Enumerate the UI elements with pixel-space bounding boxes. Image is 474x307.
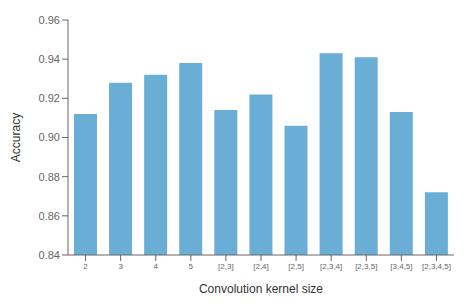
svg-text:0.94: 0.94 xyxy=(39,53,60,65)
svg-text:0.90: 0.90 xyxy=(39,131,60,143)
svg-text:0.92: 0.92 xyxy=(39,92,60,104)
svg-text:0.96: 0.96 xyxy=(39,14,60,26)
svg-text:0.86: 0.86 xyxy=(39,210,60,222)
svg-text:Accuracy: Accuracy xyxy=(9,113,23,162)
svg-text:5: 5 xyxy=(189,262,194,271)
svg-text:[2,3,4]: [2,3,4] xyxy=(320,262,342,271)
svg-text:[2,3,4,5]: [2,3,4,5] xyxy=(422,262,451,271)
svg-text:[2,3]: [2,3] xyxy=(218,262,234,271)
svg-text:2: 2 xyxy=(83,262,88,271)
svg-text:4: 4 xyxy=(154,262,159,271)
svg-text:[2,3,5]: [2,3,5] xyxy=(355,262,377,271)
svg-text:[3,4,5]: [3,4,5] xyxy=(390,262,412,271)
svg-text:3: 3 xyxy=(118,262,123,271)
svg-text:[2,5]: [2,5] xyxy=(288,262,304,271)
svg-text:[2,4]: [2,4] xyxy=(253,262,269,271)
svg-text:0.88: 0.88 xyxy=(39,171,60,183)
svg-text:Convolution kernel size: Convolution kernel size xyxy=(199,282,323,296)
svg-text:0.84: 0.84 xyxy=(39,249,60,261)
